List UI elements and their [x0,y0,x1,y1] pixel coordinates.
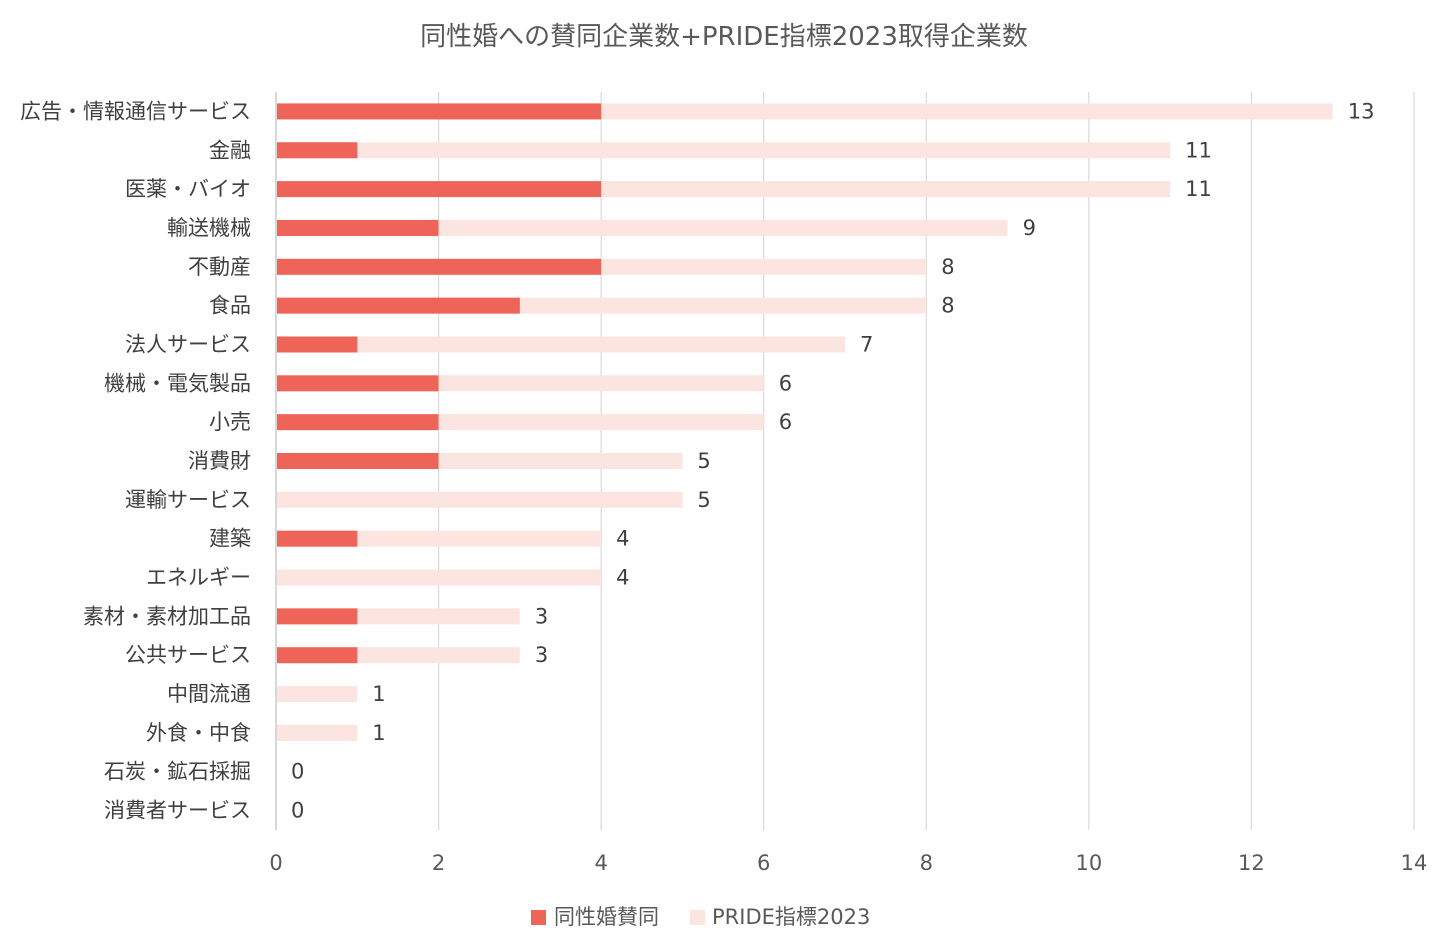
category-label: 運輸サービス [125,488,251,512]
x-tick-label: 8 [920,851,933,875]
category-label: 建築 [209,527,251,551]
data-label: 9 [1023,216,1036,240]
bar-same-sex-marriage-cat-0 [277,103,602,120]
category-label: 消費財 [188,449,251,473]
category-label: エネルギー [146,566,251,590]
data-label: 4 [616,566,629,590]
bar-same-sex-marriage-cat-7 [277,375,439,392]
data-label: 8 [941,294,954,318]
data-label: 3 [535,604,548,628]
category-label: 輸送機械 [167,216,251,240]
data-label: 11 [1185,138,1212,162]
bar-pride-index-cat-10 [277,491,683,508]
legend-swatch-pride-index [690,910,705,925]
bar-pride-index-cat-16 [277,724,358,741]
bar-same-sex-marriage-cat-2 [277,181,602,198]
data-label: 7 [860,332,873,356]
bars [277,103,1333,741]
category-label: 金融 [209,138,251,162]
bar-same-sex-marriage-cat-4 [277,258,602,275]
legend-label-pride-index: PRIDE指標2023 [712,905,870,929]
x-axis-ticks: 0 2 4 6 8 10 12 14 [269,851,1427,875]
bar-same-sex-marriage-cat-5 [277,297,520,314]
category-label: 医薬・バイオ [125,177,251,201]
bar-same-sex-marriage-cat-1 [277,142,358,159]
category-label: 消費者サービス [104,799,251,823]
data-label: 0 [291,760,304,784]
category-label: 広告・情報通信サービス [20,99,251,123]
category-label: 不動産 [188,255,251,279]
bar-pride-index-cat-1 [277,142,1171,159]
bar-same-sex-marriage-cat-11 [277,530,358,547]
data-label: 4 [616,527,629,551]
x-tick-label: 2 [432,851,445,875]
category-label: 食品 [209,294,251,318]
data-label: 13 [1348,99,1375,123]
bar-same-sex-marriage-cat-8 [277,414,439,431]
data-label: 1 [372,682,385,706]
bar-pride-index-cat-6 [277,336,845,353]
bar-same-sex-marriage-cat-14 [277,647,358,664]
data-label: 11 [1185,177,1212,201]
bar-same-sex-marriage-cat-13 [277,608,358,625]
x-tick-label: 14 [1401,851,1428,875]
bar-same-sex-marriage-cat-6 [277,336,358,353]
category-label: 法人サービス [125,332,251,356]
category-labels: 広告・情報通信サービス金融医薬・バイオ輸送機械不動産食品法人サービス機械・電気製… [20,99,251,822]
category-label: 公共サービス [125,643,251,667]
x-tick-label: 6 [757,851,770,875]
x-tick-label: 10 [1075,851,1102,875]
data-label: 5 [697,449,710,473]
bar-same-sex-marriage-cat-9 [277,453,439,469]
data-label: 3 [535,643,548,667]
data-label: 6 [779,410,792,434]
x-tick-label: 4 [594,851,607,875]
category-label: 機械・電気製品 [104,371,251,395]
x-tick-label: 12 [1238,851,1265,875]
data-label: 8 [941,255,954,279]
category-label: 素材・素材加工品 [83,604,251,628]
bar-pride-index-cat-12 [277,569,602,586]
data-label: 6 [779,371,792,395]
legend-swatch-same-sex-marriage [531,910,546,925]
category-label: 外食・中食 [146,721,251,745]
bar-same-sex-marriage-cat-3 [277,219,439,236]
legend: 同性婚賛同 PRIDE指標2023 [531,905,870,929]
bar-pride-index-cat-3 [277,219,1008,236]
category-label: 石炭・鉱石採掘 [104,760,251,784]
bar-pride-index-cat-15 [277,686,358,703]
bar-pride-index-cat-11 [277,530,602,547]
data-label: 0 [291,799,304,823]
category-label: 小売 [209,410,251,434]
data-label: 1 [372,721,385,745]
chart-title: 同性婚への賛同企業数+PRIDE指標2023取得企業数 [420,22,1028,52]
data-label: 5 [697,488,710,512]
x-tick-label: 0 [269,851,282,875]
category-label: 中間流通 [167,682,251,706]
legend-label-same-sex-marriage: 同性婚賛同 [554,905,659,929]
